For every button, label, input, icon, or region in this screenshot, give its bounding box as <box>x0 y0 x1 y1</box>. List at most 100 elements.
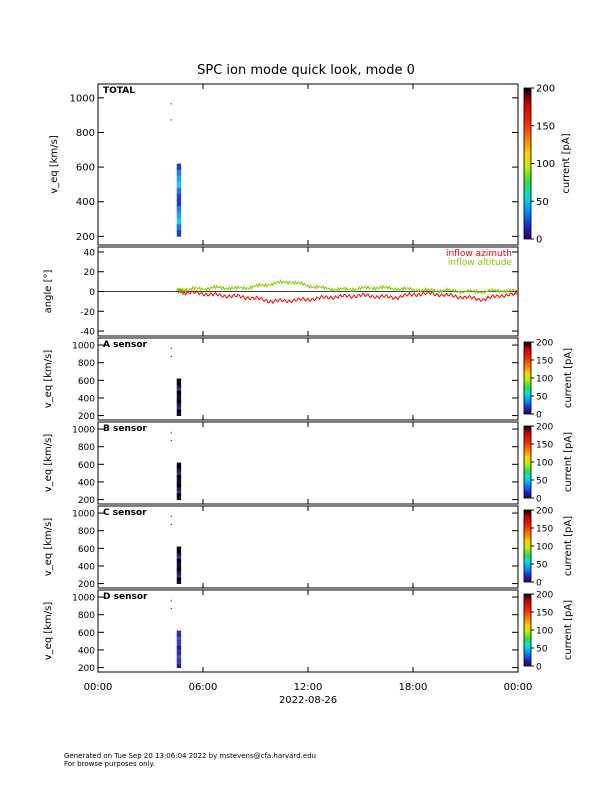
heatmap-cell <box>176 397 182 401</box>
heatmap-cell <box>176 481 182 485</box>
colorbar-tick-label: 0 <box>536 663 542 673</box>
y-tick-label: -40 <box>80 328 95 338</box>
heatmap-cell <box>176 477 182 482</box>
x-tick-label: 18:00 <box>399 682 428 693</box>
y-tick-label: 200 <box>78 664 95 674</box>
figure-title: SPC ion mode quick look, mode 0 <box>197 63 415 78</box>
y-tick-label: 400 <box>78 646 95 656</box>
colorbar-tick-label: 0 <box>536 495 542 505</box>
heatmap-cell <box>176 580 182 584</box>
y-tick-label: 600 <box>78 545 95 555</box>
legend-entry: inflow azimuth <box>446 249 512 259</box>
y-tick-label: 400 <box>76 197 95 208</box>
y-tick-label: 600 <box>78 377 95 387</box>
heatmap-cell <box>176 468 182 473</box>
panel-label: B sensor <box>103 424 147 434</box>
colorbar <box>523 509 532 583</box>
heatmap-cell <box>176 400 182 404</box>
heatmap-dot <box>170 524 172 526</box>
heatmap-cell <box>176 403 182 407</box>
series-line-1 <box>176 279 519 295</box>
y-tick-label: 200 <box>78 412 95 422</box>
heatmap-cell <box>176 568 182 572</box>
heatmap-cell <box>176 546 182 551</box>
colorbar <box>523 425 532 499</box>
heatmap-cell <box>176 645 182 650</box>
heatmap-cell <box>176 462 182 467</box>
colorbar-label: current [pA] <box>563 600 574 660</box>
y-tick-label: 800 <box>78 611 95 621</box>
heatmap-dot <box>170 347 172 349</box>
heatmap-cell <box>176 224 182 231</box>
y-tick-label: 800 <box>78 527 95 537</box>
heatmap-cell <box>176 558 182 563</box>
heatmap-cell <box>176 655 182 659</box>
x-tick-label: 06:00 <box>189 682 218 693</box>
y-tick-label: 1000 <box>72 594 95 604</box>
heatmap-cell <box>176 471 182 476</box>
heatmap-cell <box>176 212 182 219</box>
heatmap-cell <box>176 487 182 491</box>
heatmap-cell <box>176 181 182 189</box>
heatmap-dot <box>170 119 172 121</box>
heatmap-cell <box>176 381 182 386</box>
colorbar-tick-label: 100 <box>536 159 555 170</box>
colorbar <box>523 593 532 667</box>
colorbar-tick-label: 100 <box>536 627 553 637</box>
footer-generated-line: Generated on Tue Sep 20 13:06:04 2022 by… <box>64 752 317 760</box>
panel-C: 200 400 600 800 1000 v_eq [km/s] C sensor 0 50 10… <box>43 505 574 590</box>
y-tick-label: 20 <box>84 268 96 278</box>
colorbar-tick-label: 50 <box>536 645 548 655</box>
heatmap-cell <box>176 565 182 569</box>
y-tick-label: 0 <box>89 288 95 298</box>
y-tick-label: 40 <box>84 248 96 258</box>
heatmap-cell <box>176 552 182 557</box>
heatmap-cell <box>176 652 182 656</box>
y-axis-label: angle [°] <box>43 270 54 314</box>
heatmap-dot <box>170 431 172 433</box>
heatmap-cell <box>176 393 182 398</box>
y-tick-label: 800 <box>78 443 95 453</box>
y-tick-label: 800 <box>78 359 95 369</box>
heatmap-cell <box>176 412 182 416</box>
y-tick-label: 600 <box>78 461 95 471</box>
panel-frame <box>97 505 519 589</box>
heatmap-cell <box>176 561 182 566</box>
heatmap-cell <box>176 465 182 470</box>
y-tick-label: -20 <box>80 308 95 318</box>
colorbar-tick-label: 50 <box>536 393 548 403</box>
colorbar-tick-label: 200 <box>536 507 553 517</box>
y-tick-label: 200 <box>76 232 95 243</box>
y-axis-label: v_eq [km/s] <box>43 518 54 577</box>
y-tick-label: 1000 <box>72 342 95 352</box>
series-line-0 <box>176 288 519 305</box>
heatmap-cell <box>176 639 182 644</box>
y-tick-label: 1000 <box>70 93 95 104</box>
y-tick-label: 600 <box>78 629 95 639</box>
panel-A: 200 400 600 800 1000 v_eq [km/s] A sensor 0 50 10… <box>43 337 574 422</box>
heatmap-cell <box>176 490 182 494</box>
heatmap-cell <box>176 571 182 575</box>
panel-frame <box>97 83 519 246</box>
panel-frame <box>97 421 519 505</box>
colorbar-tick-label: 150 <box>536 357 553 367</box>
heatmap-cell <box>176 630 182 635</box>
colorbar-tick-label: 100 <box>536 543 553 553</box>
colorbar-tick-label: 200 <box>536 339 553 349</box>
y-axis-label: v_eq [km/s] <box>43 350 54 409</box>
y-tick-label: 400 <box>78 478 95 488</box>
colorbar-tick-label: 150 <box>536 441 553 451</box>
heatmap-cell <box>176 193 182 201</box>
panel-label: D sensor <box>103 592 148 602</box>
panel-frame <box>97 337 519 421</box>
colorbar-tick-label: 200 <box>536 423 553 433</box>
colorbar-tick-label: 0 <box>536 411 542 421</box>
colorbar-label: current [pA] <box>561 133 572 193</box>
colorbar-tick-label: 150 <box>536 121 555 132</box>
y-tick-label: 1000 <box>72 426 95 436</box>
heatmap-cell <box>176 574 182 578</box>
y-tick-label: 400 <box>78 394 95 404</box>
footer-browse-line: For browse purposes only. <box>64 760 155 768</box>
heatmap-cell <box>176 549 182 554</box>
panel-label: A sensor <box>103 340 148 350</box>
